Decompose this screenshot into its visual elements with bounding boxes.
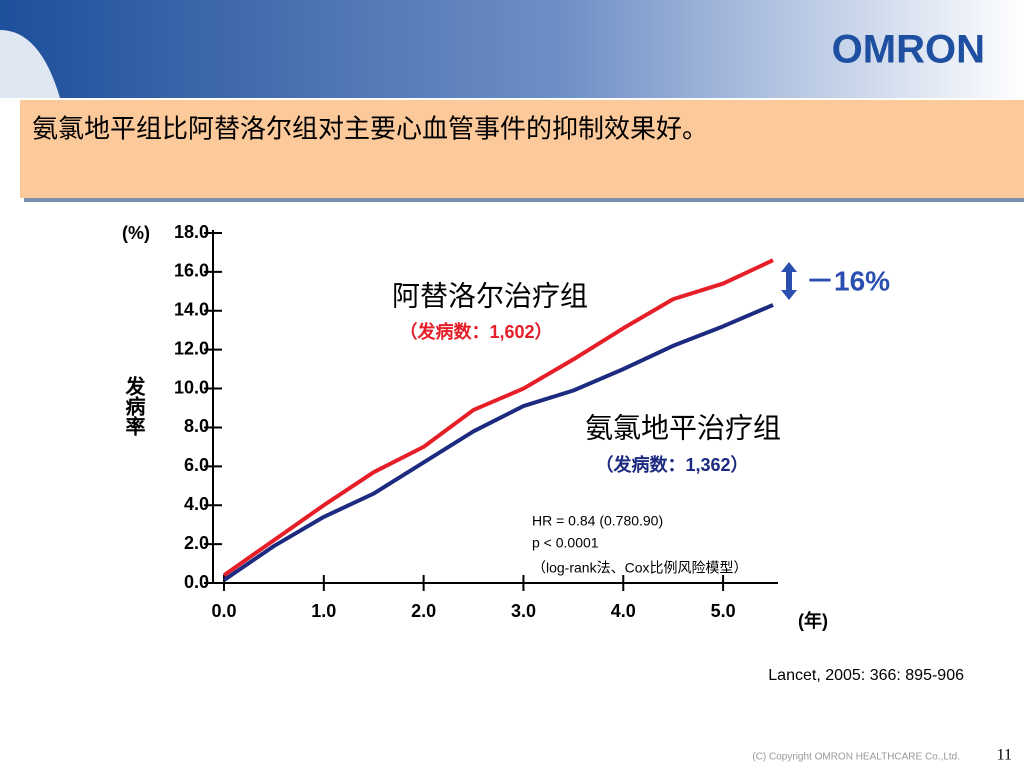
x-tick-label: 3.0 [511, 601, 536, 621]
series-line [222, 258, 774, 577]
heading-box [20, 100, 1024, 198]
x-tick-label: 0.0 [211, 601, 236, 621]
series-note: （发病数：1,362） [595, 454, 748, 475]
y-tick-label: 6.0 [184, 455, 209, 475]
series-label: 阿替洛尔治疗组 [392, 280, 588, 313]
y-tick-label: 18.0 [174, 222, 209, 242]
x-tick-label: 2.0 [411, 601, 436, 621]
y-axis-label: 发病率 [122, 375, 146, 437]
y-tick-label: 16.0 [174, 261, 209, 281]
difference-arrow [781, 262, 797, 300]
series-label: 氨氯地平治疗组 [585, 412, 781, 445]
y-tick-label: 4.0 [184, 494, 209, 514]
stat-line: p < 0.0001 [532, 535, 599, 551]
page-number: 11 [997, 747, 1012, 764]
series-line [222, 303, 774, 582]
stat-line: HR = 0.84 (0.780.90) [532, 513, 663, 529]
y-tick-label: 14.0 [174, 300, 209, 320]
y-tick-label: 8.0 [184, 416, 209, 436]
logo: OMRON [832, 28, 985, 72]
y-unit: (%) [122, 223, 150, 243]
copyright: (C) Copyright OMRON HEALTHCARE Co.,Ltd. [752, 752, 960, 763]
x-tick-label: 5.0 [711, 601, 736, 621]
x-tick-label: 4.0 [611, 601, 636, 621]
citation: Lancet, 2005: 366: 895-906 [768, 667, 964, 684]
y-tick-label: 12.0 [174, 338, 209, 358]
x-unit: (年) [798, 610, 828, 631]
y-tick-label: 2.0 [184, 533, 209, 553]
x-tick-label: 1.0 [311, 601, 336, 621]
y-tick-label: 10.0 [174, 377, 209, 397]
stat-line: （log-rank法、Cox比例风险模型） [532, 560, 747, 576]
series-note: （发病数：1,602） [399, 321, 552, 342]
header-swoosh [0, 30, 60, 98]
header-band [0, 0, 1024, 98]
y-tick-label: 0.0 [184, 572, 209, 592]
heading: 氨氯地平组比阿替洛尔组对主要心血管事件的抑制效果好。 [32, 115, 708, 145]
difference: －16% [806, 265, 890, 296]
